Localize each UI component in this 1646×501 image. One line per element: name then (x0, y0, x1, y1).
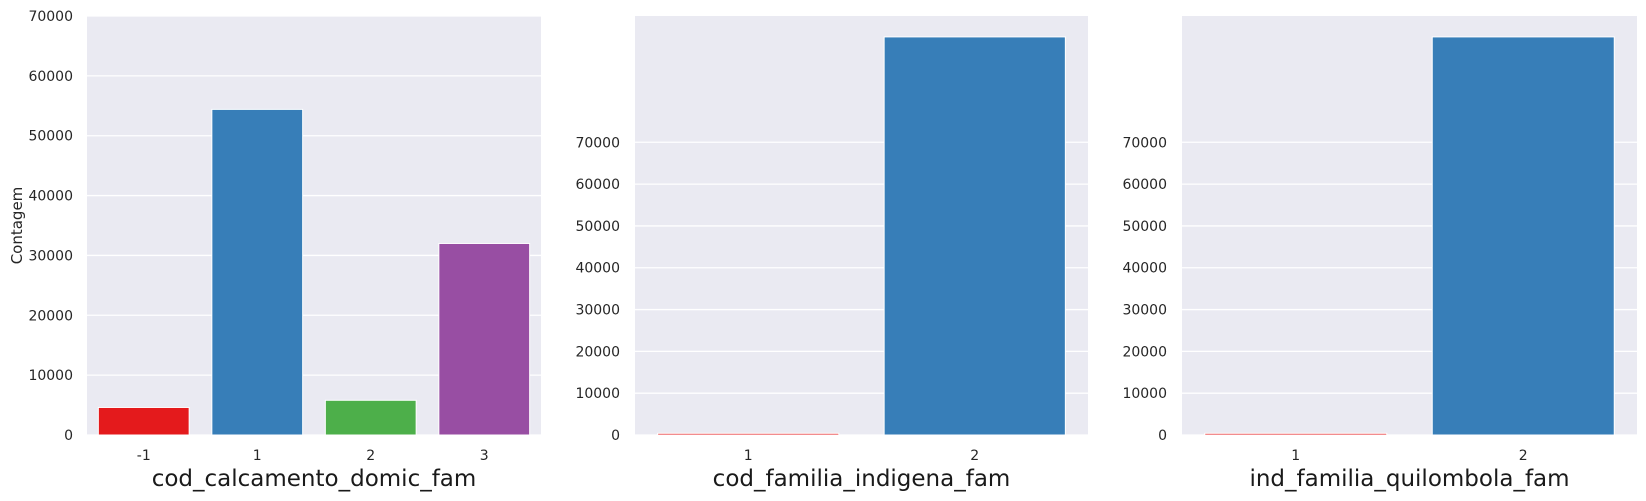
y-tick-label: 60000 (28, 69, 73, 85)
bar-2 (1431, 36, 1615, 436)
subplot-cod-calcamento-domic-fam: 0 10000 20000 30000 40000 50000 60000 70000 -1 1… (8, 9, 541, 492)
bars (1204, 36, 1615, 436)
y-tick-label: 10000 (28, 368, 73, 384)
x-tick-label: -1 (137, 448, 151, 464)
y-tick-label: 30000 (1122, 303, 1167, 319)
y-axis-label: Contagem (8, 187, 26, 265)
bars (657, 36, 1066, 436)
y-tick-label: 50000 (28, 129, 73, 145)
bar--1 (97, 406, 190, 436)
y-tick-label: 40000 (575, 261, 620, 277)
y-tick-label: 70000 (1122, 135, 1167, 151)
y-tick-label: 70000 (575, 135, 620, 151)
x-axis-label: cod_calcamento_domic_fam (152, 466, 477, 492)
y-tick-labels: 0 10000 20000 30000 40000 50000 60000 70000 (28, 9, 73, 444)
y-tick-label: 60000 (1122, 177, 1167, 193)
y-tick-label: 0 (611, 428, 620, 444)
bar-2 (324, 399, 417, 436)
y-tick-label: 30000 (28, 248, 73, 264)
y-tick-labels: 0 10000 20000 30000 40000 50000 60000 70000 (1122, 135, 1167, 444)
y-tick-label: 10000 (575, 386, 620, 402)
x-axis-label: cod_familia_indigena_fam (713, 466, 1011, 492)
x-tick-label: 1 (1291, 448, 1300, 464)
x-tick-label: 3 (480, 448, 489, 464)
x-tick-label: 2 (366, 448, 375, 464)
y-tick-label: 50000 (575, 219, 620, 235)
y-tick-label: 20000 (1122, 344, 1167, 360)
y-tick-label: 60000 (575, 177, 620, 193)
x-tick-label: 1 (744, 448, 753, 464)
bar-1 (211, 108, 304, 436)
bar-3 (438, 242, 531, 436)
y-tick-label: 0 (64, 428, 73, 444)
y-tick-label: 70000 (28, 9, 73, 25)
bar-1 (1204, 432, 1388, 436)
x-axis-label: ind_familia_quilombola_fam (1249, 466, 1569, 492)
y-tick-label: 30000 (575, 303, 620, 319)
y-tick-label: 20000 (575, 344, 620, 360)
y-tick-label: 20000 (28, 308, 73, 324)
x-tick-labels: -1 1 2 3 (137, 448, 489, 464)
y-tick-label: 40000 (28, 189, 73, 205)
x-tick-label: 2 (970, 448, 979, 464)
y-tick-label: 50000 (1122, 219, 1167, 235)
x-tick-label: 1 (253, 448, 262, 464)
x-tick-label: 2 (1519, 448, 1528, 464)
y-tick-label: 10000 (1122, 386, 1167, 402)
bar-2 (883, 36, 1066, 436)
y-tick-labels: 0 10000 20000 30000 40000 50000 60000 70000 (575, 135, 620, 444)
bar-1 (657, 432, 840, 436)
y-tick-label: 40000 (1122, 261, 1167, 277)
y-tick-label: 0 (1158, 428, 1167, 444)
bars (97, 108, 531, 436)
